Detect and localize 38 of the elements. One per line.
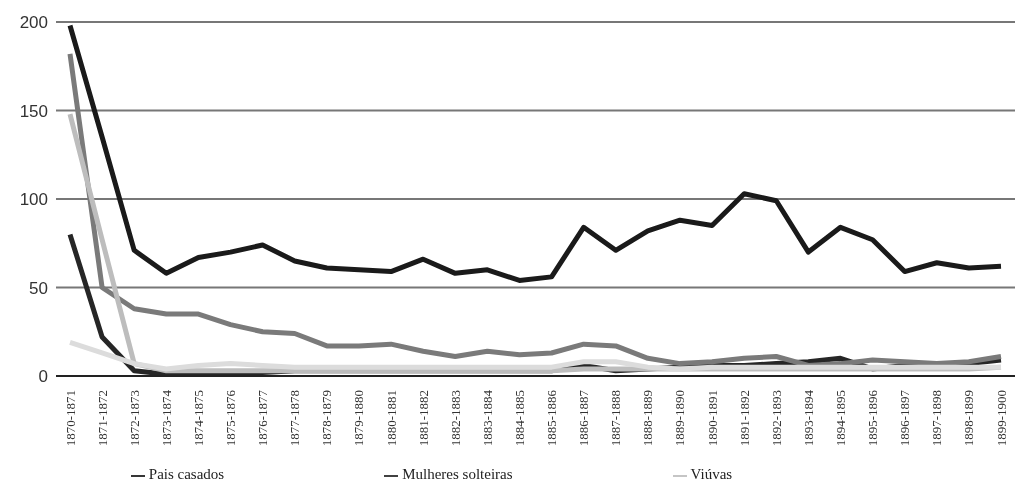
x-tick-label: 1877-1878 bbox=[287, 390, 303, 447]
x-tick-label: 1870-1871 bbox=[62, 390, 78, 447]
x-tick-label: 1887-1888 bbox=[608, 390, 624, 447]
y-tick-label: 0 bbox=[38, 367, 48, 387]
x-tick-label: 1875-1876 bbox=[223, 389, 239, 447]
y-tick-label: 150 bbox=[19, 101, 48, 121]
x-tick-label: 1899-1900 bbox=[993, 390, 1009, 447]
legend-label: Mulheres solteiras bbox=[402, 466, 513, 482]
x-tick-label: 1876-1877 bbox=[255, 389, 271, 447]
x-tick-label: 1871-1872 bbox=[94, 390, 110, 447]
x-tick-label: 1886-1887 bbox=[576, 389, 592, 447]
x-tick-label: 1898-1899 bbox=[961, 390, 977, 447]
x-tick-label: 1879-1880 bbox=[351, 390, 367, 447]
x-tick-label: 1885-1886 bbox=[544, 389, 560, 447]
legend-label: Viúvas bbox=[690, 466, 733, 482]
x-tick-label: 1896-1897 bbox=[897, 389, 913, 447]
x-tick-label: 1882-1883 bbox=[447, 390, 463, 447]
legend-label: Pais casados bbox=[148, 466, 225, 482]
x-tick-label: 1881-1882 bbox=[415, 390, 431, 447]
x-tick-label: 1878-1879 bbox=[319, 390, 335, 447]
x-tick-label: 1895-1896 bbox=[865, 389, 881, 447]
x-tick-label: 1894-1895 bbox=[832, 390, 848, 447]
x-tick-label: 1888-1889 bbox=[640, 390, 656, 447]
x-tick-label: 1872-1873 bbox=[126, 390, 142, 447]
x-tick-label: 1891-1892 bbox=[736, 390, 752, 447]
x-tick-label: 1880-1881 bbox=[383, 390, 399, 447]
x-tick-label: 1890-1891 bbox=[704, 390, 720, 447]
x-tick-label: 1873-1874 bbox=[158, 389, 174, 447]
x-tick-label: 1884-1885 bbox=[511, 390, 527, 447]
x-tick-label: 1889-1890 bbox=[672, 390, 688, 447]
y-tick-label: 100 bbox=[19, 190, 48, 210]
y-tick-label: 50 bbox=[29, 278, 48, 298]
x-tick-label: 1897-1898 bbox=[929, 390, 945, 447]
x-tick-label: 1883-1884 bbox=[479, 389, 495, 447]
x-tick-label: 1874-1875 bbox=[190, 390, 206, 447]
x-tick-label: 1893-1894 bbox=[800, 389, 816, 447]
y-tick-label: 200 bbox=[19, 13, 48, 33]
x-tick-label: 1892-1893 bbox=[768, 390, 784, 447]
